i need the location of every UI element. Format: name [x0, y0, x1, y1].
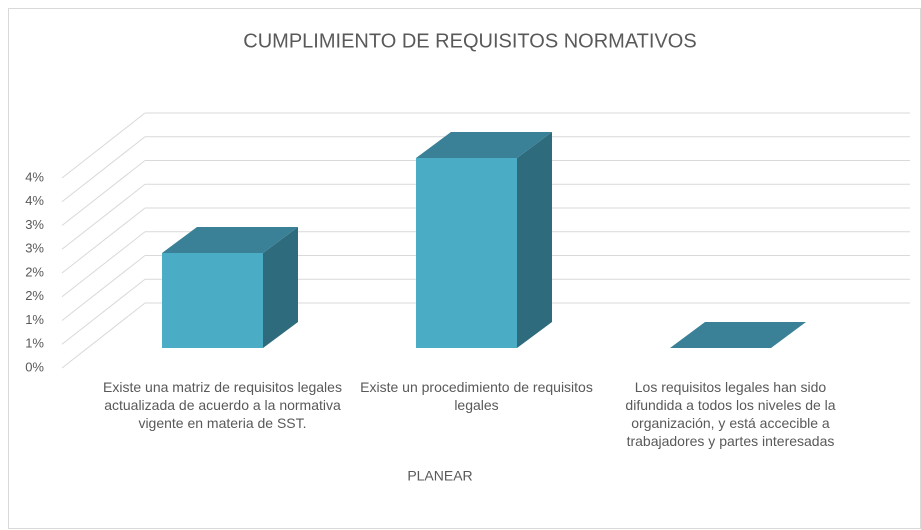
bar-top	[162, 227, 298, 253]
bar-front	[416, 158, 517, 348]
y-tick-label: 0%	[25, 359, 44, 374]
grid-line	[61, 255, 146, 321]
y-tick-label: 3%	[25, 241, 44, 256]
x-tick-label: Los requisitos legales han sido difundid…	[625, 379, 836, 449]
y-tick-label: 3%	[25, 217, 44, 232]
y-tick-label: 2%	[25, 264, 44, 279]
bar	[162, 227, 298, 348]
grid-line	[61, 183, 146, 250]
grid-line	[61, 231, 146, 298]
bar-side	[263, 227, 298, 348]
y-tick-label: 1%	[25, 312, 44, 327]
bar-side	[517, 132, 552, 348]
bar-top	[670, 322, 806, 348]
grid-line	[61, 278, 146, 345]
bar	[416, 132, 552, 348]
bar-front	[162, 253, 263, 348]
x-axis-title: PLANEAR	[407, 468, 472, 484]
y-tick-label: 4%	[25, 193, 44, 208]
x-tick-label: Existe una matriz de requisitos legales …	[103, 379, 342, 431]
y-tick-label: 2%	[25, 288, 44, 303]
y-tick-label: 4%	[25, 169, 44, 184]
grid-line	[61, 136, 146, 203]
bar-top	[416, 132, 552, 158]
grid-line	[61, 160, 146, 226]
chart-title: CUMPLIMIENTO DE REQUISITOS NORMATIVOS	[243, 30, 696, 52]
y-tick-label: 1%	[25, 336, 44, 351]
grid-line	[61, 112, 146, 179]
x-tick-label: Existe un procedimiento de requisitos le…	[360, 379, 593, 413]
bar	[670, 322, 806, 348]
grid-line	[61, 302, 146, 369]
grid-line	[61, 207, 146, 274]
